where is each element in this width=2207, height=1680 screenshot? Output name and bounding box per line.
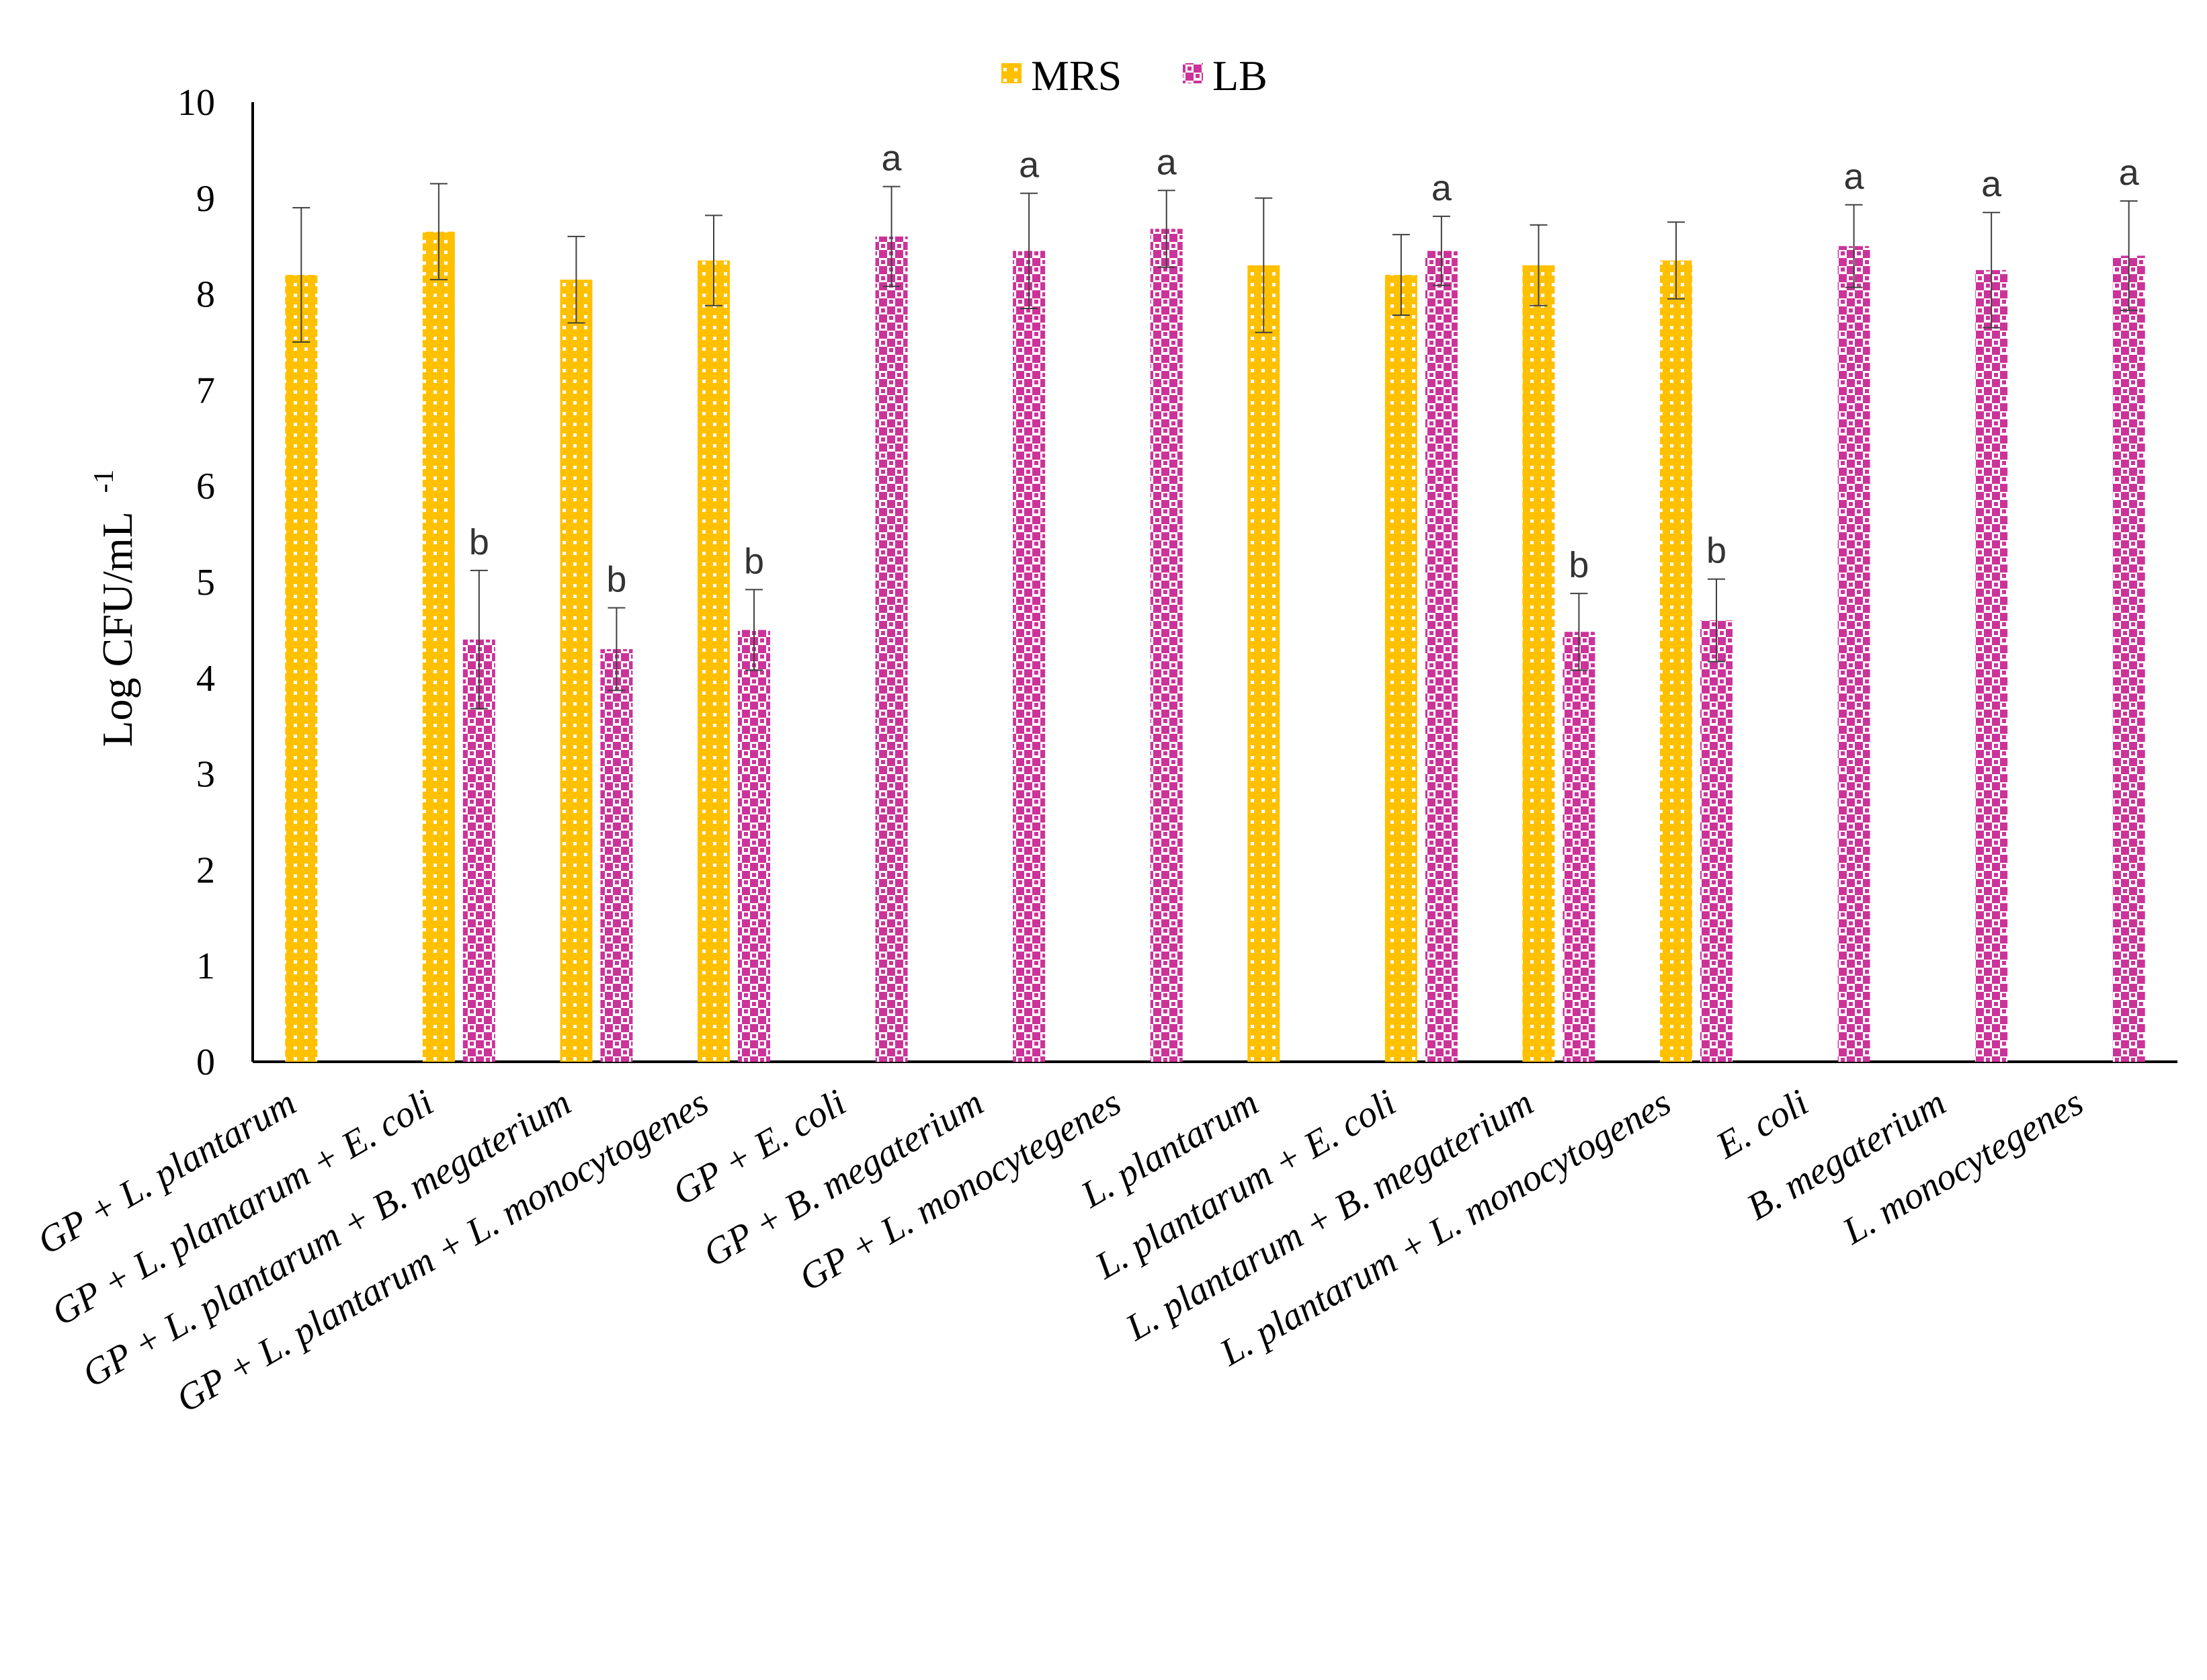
legend-label-lb: LB [1212,52,1267,99]
legend: MRS LB [1001,52,1267,99]
bar-lb [875,236,908,1062]
bar-lb [462,639,495,1062]
significance-label: b [1569,545,1589,585]
significance-label: b [469,522,489,562]
y-axis-title-text: Log CFU/mL [93,513,141,747]
y-axis-title: Log CFU/mL -1 [89,470,141,747]
bar-lb [600,648,633,1062]
x-category-label: L. monocytegenes [1835,1082,2090,1253]
bar-lb [738,630,770,1062]
bar-mrs [1660,260,1692,1062]
y-tick-label: 4 [196,658,215,700]
significance-label: a [1431,168,1452,208]
significance-label: a [882,138,903,179]
bar-lb [1563,632,1595,1062]
y-tick-label: 10 [177,82,215,124]
bar-lb [1150,228,1183,1062]
bar-lb [1013,251,1046,1062]
bar-lb [1425,251,1458,1062]
bar-mrs [698,260,730,1062]
significance-label: a [2119,153,2140,193]
bar-lb [1700,620,1733,1062]
y-tick-label: 6 [196,466,215,507]
x-category-label: E. coli [1709,1082,1815,1167]
significance-label: b [744,541,764,581]
bar-mrs [1522,265,1555,1062]
bar-lb [2112,255,2145,1062]
significance-label: b [606,560,626,600]
y-axis-title-superscript: -1 [89,470,120,493]
significance-label: a [1844,157,1865,197]
bar-lb [1975,269,2008,1062]
y-tick-label: 1 [196,946,215,987]
significance-label: b [1706,531,1726,571]
y-tick-label: 7 [196,370,215,411]
y-tick-label: 0 [196,1042,215,1083]
legend-swatch-lb [1183,63,1203,83]
significance-label: a [1981,164,2002,204]
bar-mrs [422,231,455,1062]
y-tick-label: 2 [196,849,215,891]
y-tick-label: 8 [196,274,215,316]
significance-label: a [1019,145,1040,185]
y-tick-label: 5 [196,562,215,603]
bar-mrs [1247,265,1280,1062]
y-tick-label: 9 [196,178,215,220]
bar-mrs [285,275,318,1062]
bar-mrs [560,280,593,1062]
legend-label-mrs: MRS [1031,52,1122,99]
bar-lb [1837,246,1870,1062]
bar-mrs [1384,275,1417,1062]
significance-label: a [1157,142,1177,182]
y-tick-label: 3 [196,754,215,796]
legend-swatch-mrs [1001,63,1022,83]
